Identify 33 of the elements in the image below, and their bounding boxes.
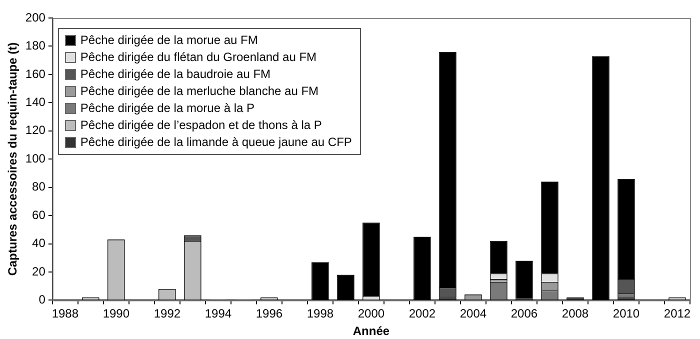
x-tick-label: 1992 <box>154 306 181 321</box>
x-tick-label: 2008 <box>562 306 589 321</box>
y-tick-label: 140 <box>25 94 46 109</box>
y-tick-label: 100 <box>25 151 46 166</box>
x-tick-label: 1996 <box>256 306 283 321</box>
y-tick-label: 40 <box>32 236 46 250</box>
y-tick-label: 180 <box>25 38 46 53</box>
x-tick-label: 2002 <box>408 306 436 321</box>
y-tick-label: 20 <box>32 264 46 278</box>
legend-label: Pêche dirigée de la morue à la P <box>80 100 255 117</box>
y-axis-title: Captures accessoires du requin-taupe (t) <box>6 42 20 276</box>
x-axis-title: Année <box>352 324 390 338</box>
y-tick-label: 0 <box>38 292 46 307</box>
legend-label: Pêche dirigée de la limande à queue jaune au CFP <box>80 134 352 151</box>
x-tick-label: 2010 <box>612 306 640 321</box>
legend-label: Pêche dirigée de la morue au FM <box>80 32 258 49</box>
x-tick-label: 2012 <box>664 306 691 321</box>
legend-label: Pêche dirigée de la baudroie au FM <box>80 66 271 83</box>
legend-label: Pêche dirigée du flétan du Groenland au FM <box>80 49 317 66</box>
x-tick-label: 1998 <box>306 306 334 321</box>
x-tick-label: 1994 <box>204 306 232 321</box>
legend-label: Pêche dirigée de la merluche blanche au FM <box>80 83 319 100</box>
x-tick-label: 2006 <box>510 306 538 321</box>
x-tick-label: 2004 <box>460 306 487 321</box>
y-tick-label: 60 <box>32 208 46 222</box>
y-tick-label: 80 <box>32 180 46 194</box>
y-tick-label: 200 <box>25 10 46 24</box>
y-tick-label: 160 <box>25 66 46 81</box>
legend-label: Pêche dirigée de l’espadon et de thons à la P <box>80 117 322 134</box>
x-tick-label: 2000 <box>358 306 385 321</box>
x-tick-label: 1990 <box>102 306 130 321</box>
x-tick-label: 1988 <box>52 306 79 321</box>
y-tick-label: 120 <box>25 123 46 138</box>
